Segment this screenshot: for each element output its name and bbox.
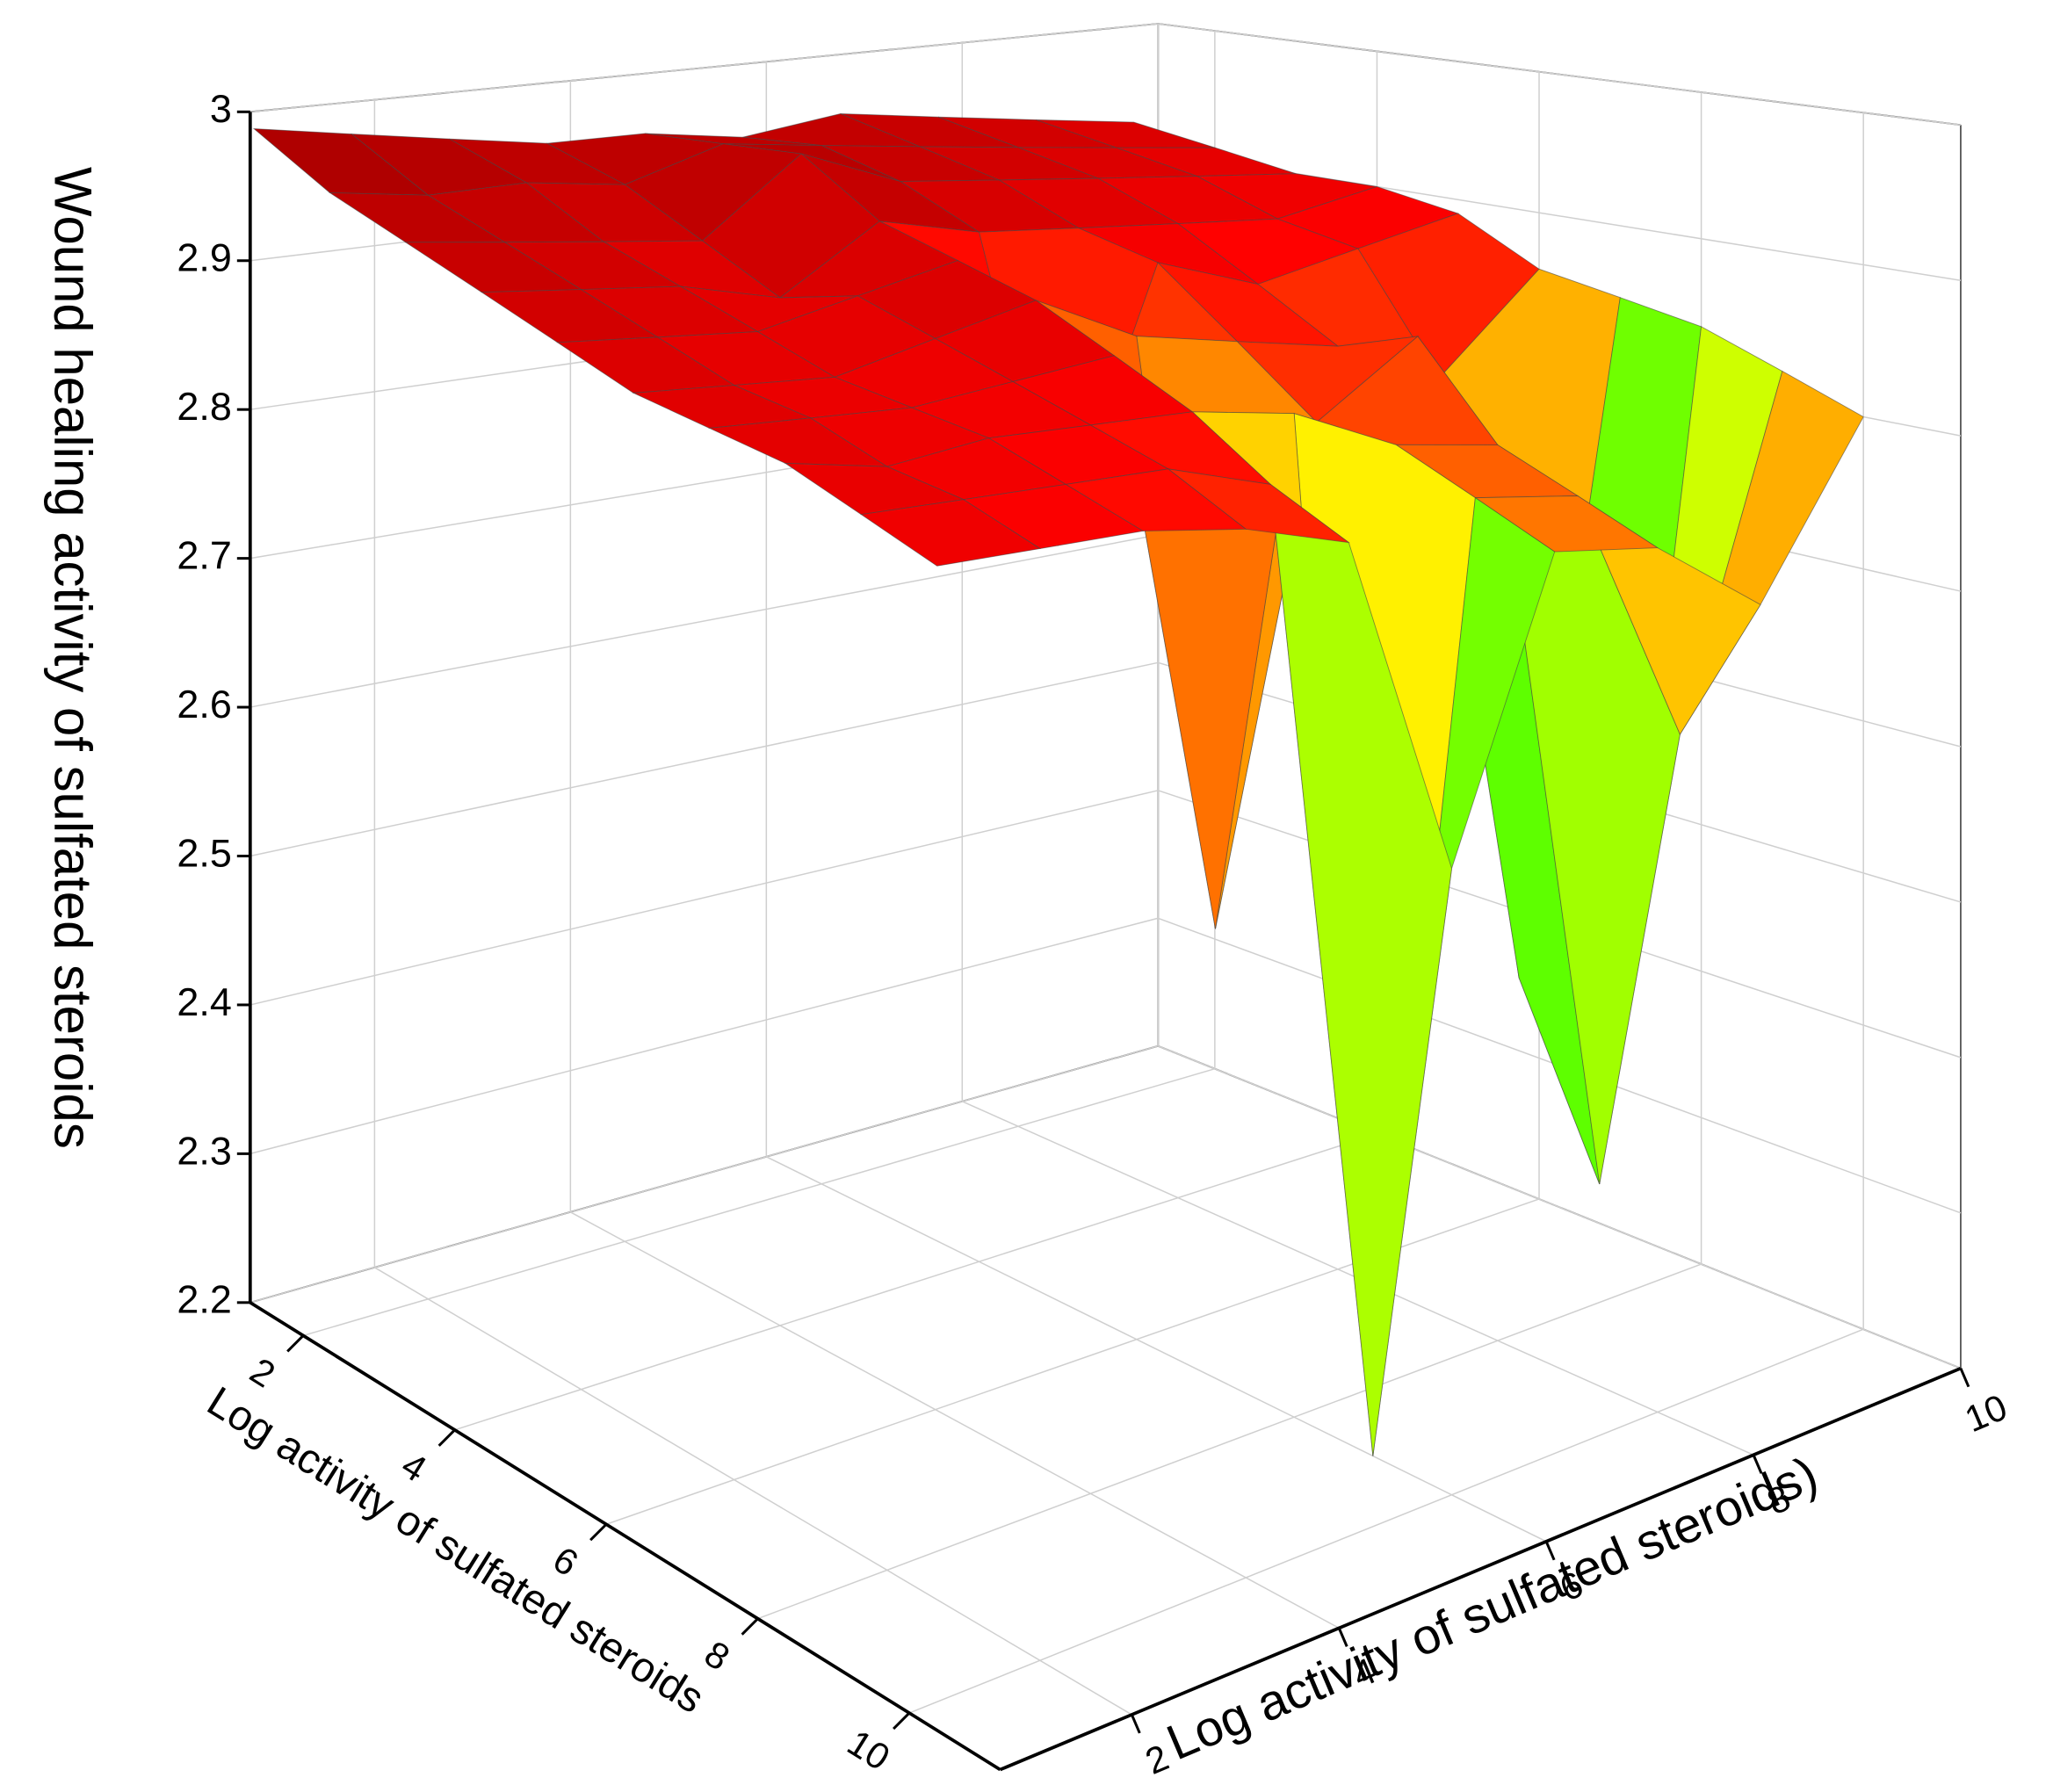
x-tick — [589, 1523, 608, 1542]
x-tick-label: 10 — [841, 1722, 897, 1779]
y-tick — [1130, 1714, 1141, 1734]
y-axis-title: Log activity of sulfated steroids) — [1159, 1446, 1825, 1771]
grid-line — [374, 1267, 1132, 1716]
grid-line — [1158, 1045, 1962, 1369]
x-tick — [437, 1428, 456, 1447]
grid-line — [249, 23, 1159, 113]
y-tick-label: 10 — [1959, 1386, 2013, 1440]
grid-line — [249, 917, 1159, 1155]
grid-line — [908, 1328, 1864, 1714]
grid-line — [249, 661, 1159, 857]
z-tick-label: 2.8 — [177, 384, 231, 429]
x-tick — [286, 1334, 305, 1353]
surface — [252, 112, 1864, 1456]
grid-line — [1158, 23, 1962, 126]
y-axis — [999, 1366, 1962, 1772]
z-tick-label: 2.9 — [177, 235, 231, 280]
x-tick — [893, 1712, 911, 1731]
z-tick-label: 3 — [210, 86, 232, 131]
grid-line — [249, 790, 1159, 1006]
surface-patch — [860, 499, 1042, 567]
grid-line — [766, 1156, 1547, 1543]
x-tick-label: 8 — [698, 1633, 737, 1679]
x-tick-label: 6 — [546, 1538, 586, 1584]
grid-line — [454, 1133, 1377, 1431]
z-tick-label: 2.2 — [177, 1277, 231, 1322]
y-tick — [1752, 1454, 1763, 1474]
y-tick — [1544, 1541, 1556, 1561]
grid-line — [302, 1067, 1216, 1337]
y-tick — [1959, 1368, 1970, 1388]
x-tick-label: 2 — [243, 1349, 283, 1395]
z-tick-label: 2.6 — [177, 682, 231, 726]
grid-line — [249, 1045, 1159, 1304]
grid-line — [249, 534, 1159, 708]
x-tick — [741, 1617, 759, 1636]
z-tick-label: 2.5 — [177, 830, 231, 875]
z-tick-label: 2.4 — [177, 979, 231, 1024]
z-axis-title: Wound healing activity of sulfated stero… — [43, 167, 102, 1149]
x-axis — [249, 1301, 1001, 1772]
z-tick-label: 2.7 — [177, 533, 231, 578]
grid-line — [570, 1211, 1340, 1629]
y-tick — [1337, 1627, 1348, 1647]
grid-line — [757, 1263, 1702, 1620]
x-tick-label: 4 — [394, 1444, 434, 1490]
z-tick-label: 2.3 — [177, 1128, 231, 1173]
